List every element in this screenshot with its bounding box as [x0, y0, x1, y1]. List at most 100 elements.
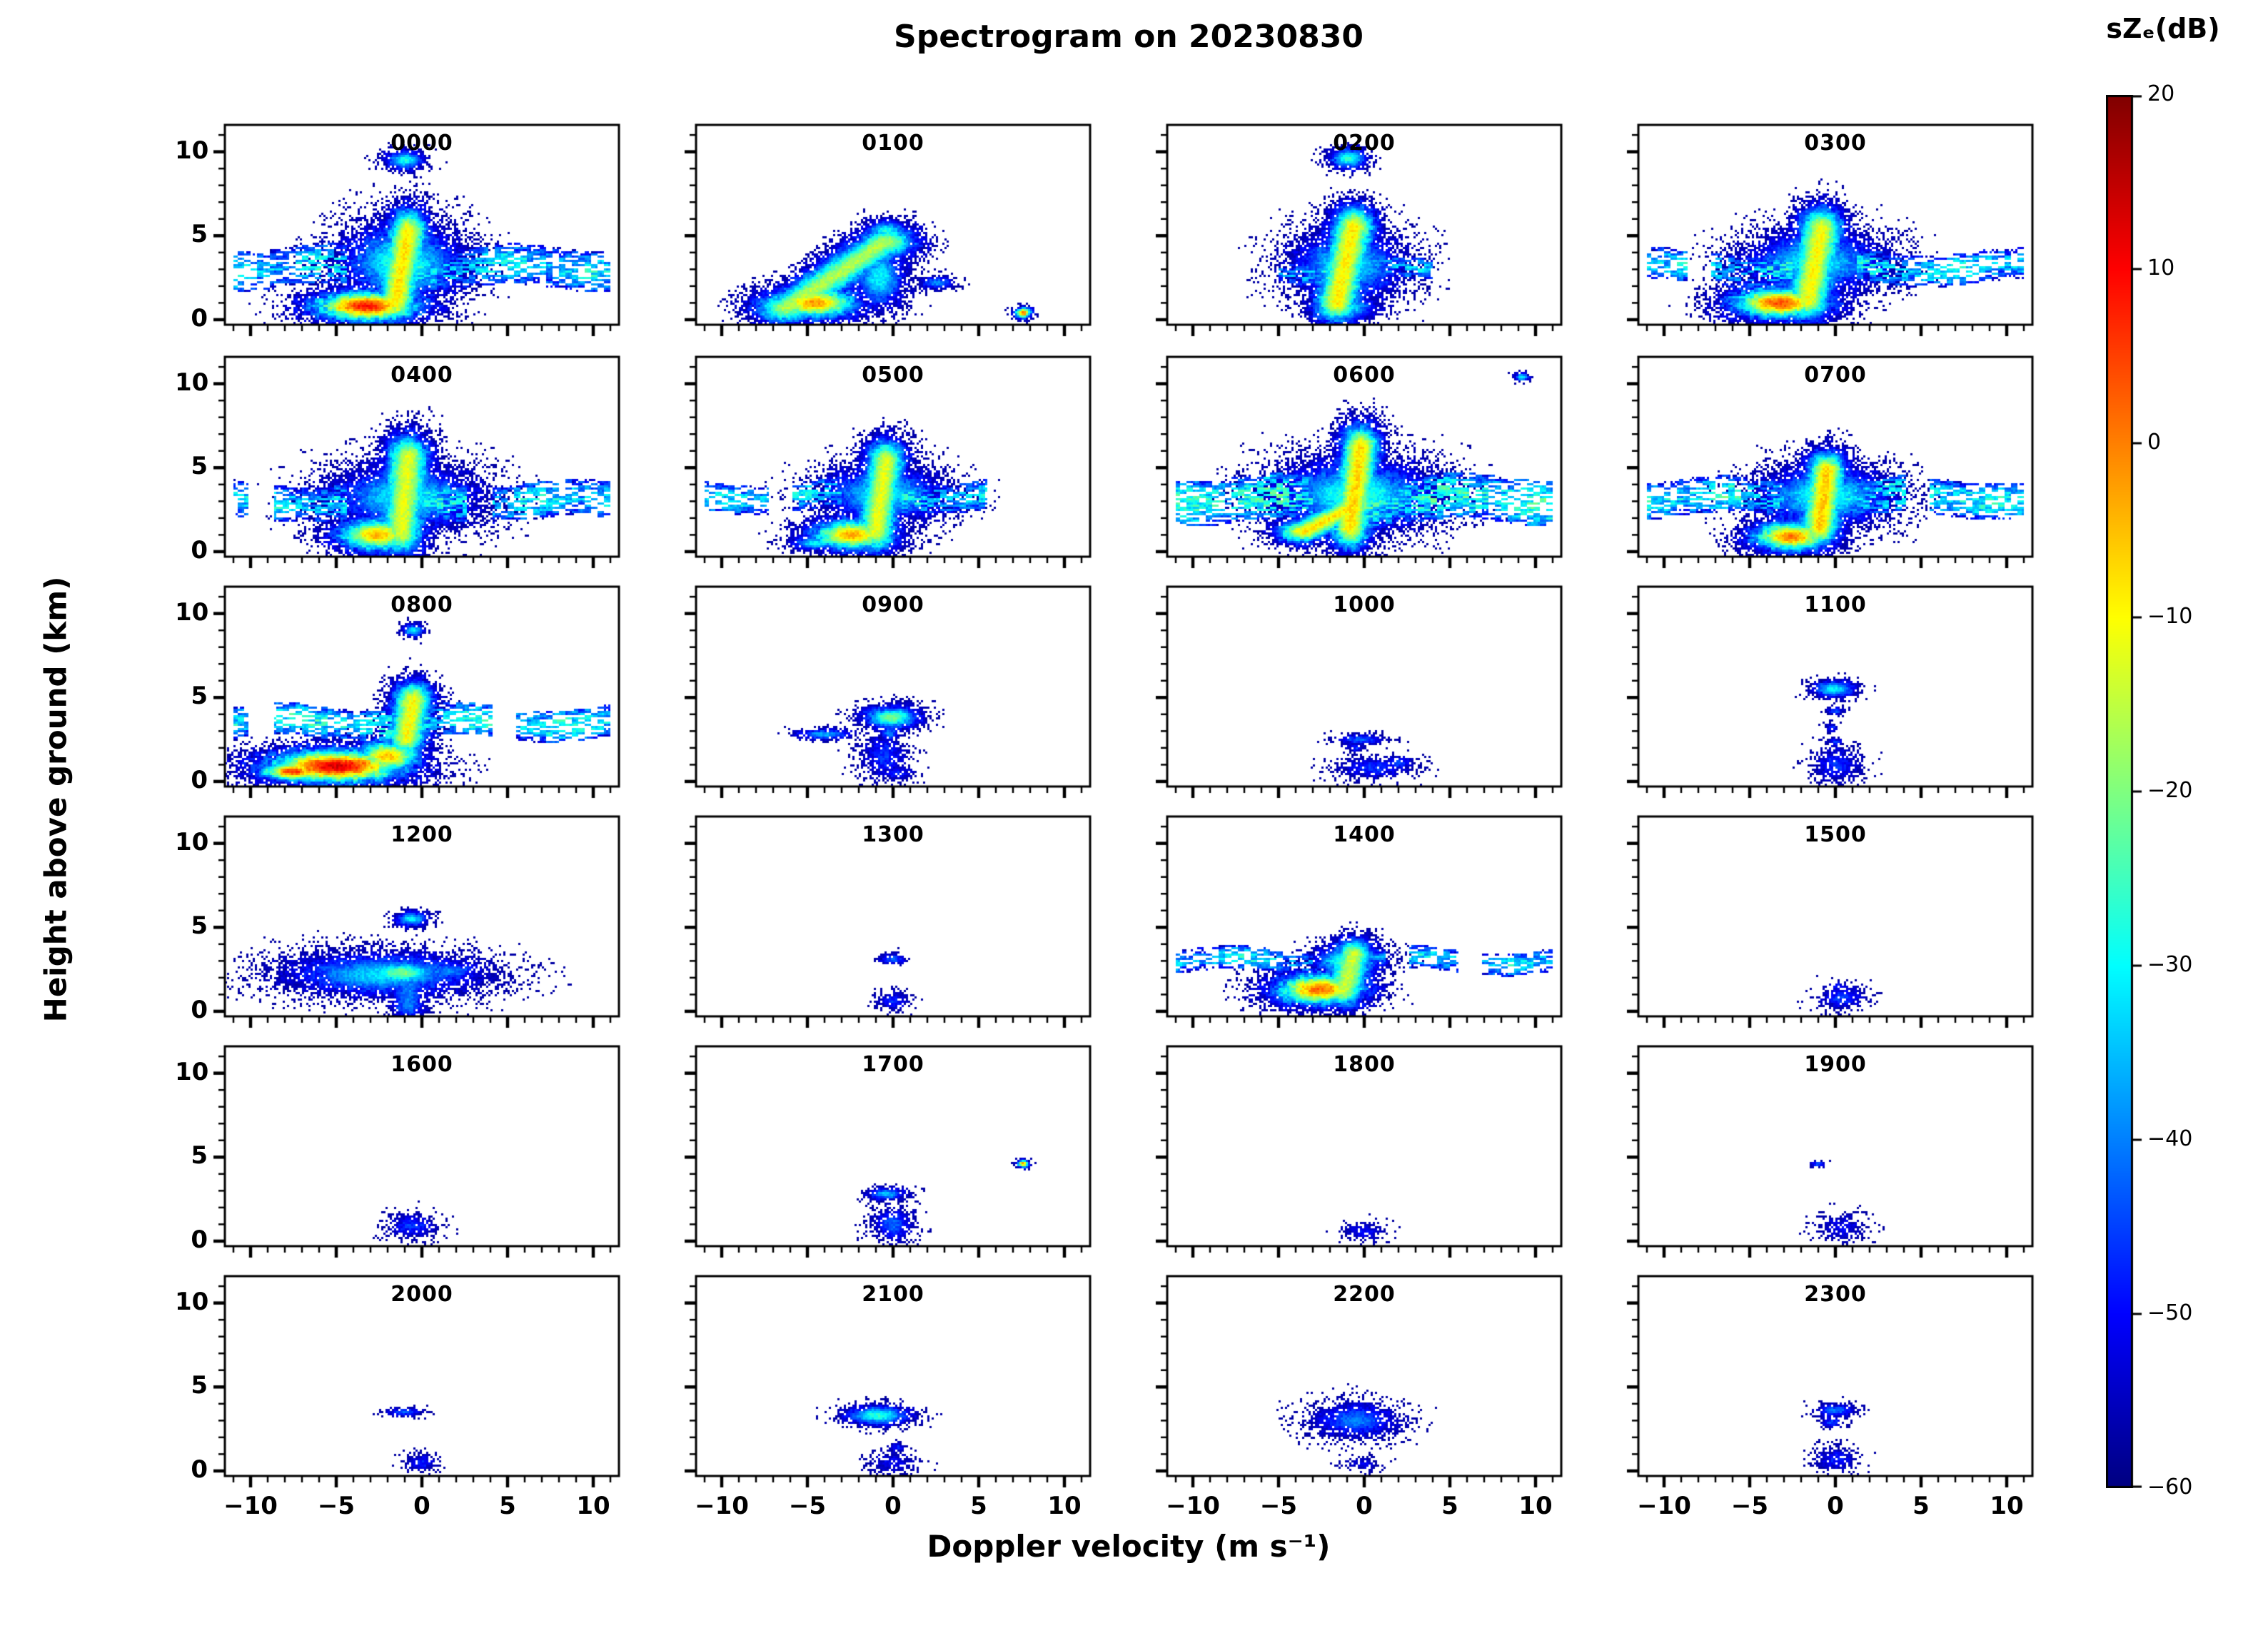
x-tick-label: 10 [576, 1492, 610, 1520]
panel-time-label: 1900 [1804, 1052, 1867, 1077]
panel-time-label: 1200 [390, 822, 453, 847]
y-tick-label: 10 [175, 597, 209, 627]
spectrogram-canvas [1117, 1038, 1571, 1286]
spectrogram-canvas [1588, 116, 2042, 365]
y-tick-label: 0 [191, 1455, 208, 1484]
spectrogram-panel-0700: 0700 [1588, 348, 2042, 597]
x-tick-label: 10 [1518, 1492, 1553, 1520]
spectrogram-panel-1700: 1700 [646, 1038, 1100, 1286]
x-tick-label: 0 [1356, 1492, 1373, 1520]
y-tick-label: 10 [175, 827, 209, 856]
spectrogram-canvas [646, 1038, 1100, 1286]
spectrogram-canvas [646, 116, 1100, 365]
y-tick-label: 10 [175, 368, 209, 397]
x-tick-label: −5 [1259, 1492, 1298, 1520]
spectrogram-panel-2100: 2100 −10 −5 0 5 10 [646, 1268, 1100, 1520]
spectrogram-panel-1800: 1800 [1117, 1038, 1571, 1286]
x-axis-label: Doppler velocity (m s⁻¹) [927, 1529, 1331, 1564]
y-tick-label: 0 [191, 535, 208, 565]
spectrogram-canvas [1117, 1268, 1571, 1516]
spectrogram-panel-1500: 1500 [1588, 808, 2042, 1056]
colorbar: 20 10 0 −10 −20 −30 −40 −50 −60 [2106, 81, 2206, 1500]
spectrogram-canvas [646, 578, 1100, 826]
spectrogram-panel-0200: 0200 [1117, 116, 1571, 365]
spectrogram-panel-1100: 1100 [1588, 578, 2042, 826]
y-tick-label: 0 [191, 303, 208, 333]
x-tick-label: 5 [970, 1492, 987, 1520]
spectrogram-panel-0000: 0000 10 5 0 [175, 116, 629, 365]
panel-time-label: 0500 [862, 363, 924, 388]
y-axis-label: Height above ground (km) [38, 576, 74, 1023]
x-tick-label: −5 [1730, 1492, 1769, 1520]
spectrogram-panel-1000: 1000 [1117, 578, 1571, 826]
x-tick-label: 10 [1047, 1492, 1082, 1520]
y-tick-label: 0 [191, 765, 208, 794]
colorbar-tick-label: −10 [2147, 604, 2193, 629]
x-tick-label: −10 [1637, 1492, 1691, 1520]
colorbar-tick-label: −50 [2147, 1300, 2193, 1325]
x-tick-label: 5 [499, 1492, 516, 1520]
colorbar-tick-label: −40 [2147, 1126, 2193, 1151]
spectrogram-panel-0500: 0500 [646, 348, 1100, 597]
spectrogram-panel-1600: 1600 10 5 0 [175, 1038, 629, 1286]
panel-time-label: 0100 [862, 131, 924, 156]
panel-time-label: 1100 [1804, 592, 1867, 617]
x-tick-label: 0 [1827, 1492, 1844, 1520]
spectrogram-panel-2200: 2200 −10 −5 0 5 10 [1117, 1268, 1571, 1520]
y-tick-label: 5 [191, 1371, 208, 1400]
x-tick-label: 0 [884, 1492, 902, 1520]
y-tick-label: 10 [175, 1057, 209, 1086]
panel-time-label: 0600 [1333, 363, 1396, 388]
panel-time-label: 2300 [1804, 1282, 1867, 1307]
colorbar-tick-label: 0 [2147, 430, 2162, 455]
spectrogram-canvas [1117, 578, 1571, 826]
x-tick-label: 5 [1912, 1492, 1930, 1520]
x-tick-label: 5 [1441, 1492, 1458, 1520]
y-tick-label: 10 [175, 1287, 209, 1316]
spectrogram-canvas [646, 348, 1100, 597]
panel-time-label: 1300 [862, 822, 924, 847]
spectrogram-canvas [1588, 1038, 2042, 1286]
spectrogram-panel-1300: 1300 [646, 808, 1100, 1056]
spectrogram-canvas [175, 808, 629, 1056]
x-tick-label: 10 [1990, 1492, 2024, 1520]
y-tick-label: 5 [191, 220, 208, 249]
y-tick-label: 0 [191, 1225, 208, 1254]
panel-time-label: 1700 [862, 1052, 924, 1077]
panel-time-label: 2100 [862, 1282, 924, 1307]
panel-time-label: 0300 [1804, 131, 1867, 156]
x-tick-label: −10 [223, 1492, 278, 1520]
panel-time-label: 0700 [1804, 363, 1867, 388]
panel-time-label: 1600 [390, 1052, 453, 1077]
spectrogram-panel-1200: 1200 10 5 0 [175, 808, 629, 1056]
spectrogram-canvas [1117, 348, 1571, 597]
spectrogram-canvas [175, 1038, 629, 1286]
spectrogram-canvas [175, 578, 629, 826]
panel-time-label: 0800 [390, 592, 453, 617]
panel-time-label: 2200 [1333, 1282, 1396, 1307]
panel-time-label: 2000 [390, 1282, 453, 1307]
y-tick-label: 5 [191, 682, 208, 711]
panel-time-label: 1000 [1333, 592, 1396, 617]
x-tick-label: −5 [788, 1492, 827, 1520]
spectrogram-panel-0900: 0900 [646, 578, 1100, 826]
spectrogram-canvas [646, 1268, 1100, 1516]
spectrogram-panel-0600: 0600 [1117, 348, 1571, 597]
panel-time-label: 1800 [1333, 1052, 1396, 1077]
x-tick-label: −5 [317, 1492, 356, 1520]
chart-title: Spectrogram on 20230830 [894, 19, 1364, 55]
panel-time-label: 1500 [1804, 822, 1867, 847]
colorbar-tick-label: 10 [2147, 256, 2175, 280]
colorbar-tick-label: −60 [2147, 1475, 2193, 1500]
spectrogram-panel-1900: 1900 [1588, 1038, 2042, 1286]
x-tick-label: −10 [1166, 1492, 1220, 1520]
x-tick-label: 0 [413, 1492, 430, 1520]
spectrogram-panel-0400: 0400 10 5 0 [175, 348, 629, 597]
panel-time-label: 0400 [390, 363, 453, 388]
x-tick-label: −10 [695, 1492, 749, 1520]
colorbar-tick-label: −20 [2147, 778, 2193, 803]
spectrogram-canvas [175, 348, 629, 597]
spectrogram-canvas [1117, 116, 1571, 365]
spectrogram-canvas [1117, 808, 1571, 1056]
